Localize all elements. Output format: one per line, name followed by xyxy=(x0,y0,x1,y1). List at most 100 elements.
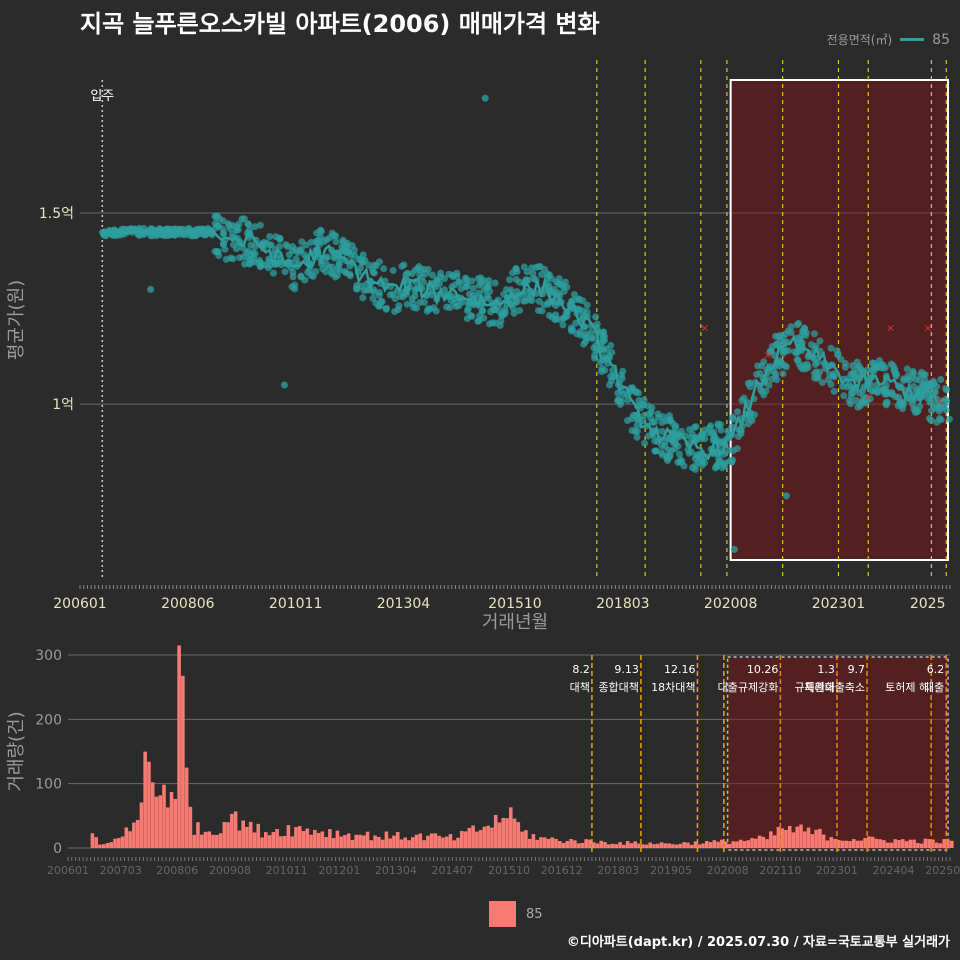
scatter-point xyxy=(352,284,360,292)
volume-bar xyxy=(693,841,698,848)
volume-bar xyxy=(761,836,766,848)
volume-bar xyxy=(750,838,754,848)
volume-bar xyxy=(855,840,860,848)
volume-bar xyxy=(836,839,841,848)
event-date-label: 12.16 xyxy=(664,663,696,676)
scatter-point xyxy=(627,384,635,392)
volume-bar xyxy=(275,829,279,848)
scatter-point xyxy=(692,423,700,431)
scatter-point xyxy=(614,397,622,405)
scatter-point xyxy=(887,360,895,368)
scatter-point xyxy=(433,276,441,284)
volume-bar xyxy=(373,835,377,848)
volume-bar xyxy=(313,829,317,848)
volume-bar xyxy=(128,831,132,848)
volume-bar xyxy=(546,838,551,848)
scatter-point xyxy=(282,241,290,249)
scatter-point xyxy=(623,417,631,425)
volume-bar xyxy=(633,841,637,848)
scatter-point xyxy=(236,254,244,262)
volume-bar xyxy=(901,839,905,848)
scatter-point xyxy=(375,288,383,296)
scatter-point xyxy=(852,397,860,405)
scatter-point xyxy=(523,268,531,276)
scatter-point xyxy=(779,347,787,355)
volume-bar xyxy=(117,838,121,848)
volume-bar xyxy=(181,675,185,848)
scatter-point xyxy=(658,427,666,435)
volume-bar xyxy=(610,843,615,848)
volume-bar xyxy=(829,837,833,848)
scatter-point xyxy=(633,421,641,429)
scatter-point xyxy=(782,492,790,500)
volume-bar xyxy=(279,836,283,848)
scatter-point xyxy=(942,384,950,392)
scatter-point xyxy=(926,398,934,406)
volume-bar xyxy=(916,843,920,848)
scatter-point xyxy=(698,461,706,469)
scatter-point xyxy=(481,94,489,102)
volume-bar xyxy=(852,839,856,848)
x-tick-label: 200703 xyxy=(100,864,142,877)
scatter-point xyxy=(219,225,227,233)
scatter-point xyxy=(307,271,315,279)
volume-bar xyxy=(188,806,193,848)
y-axis-label: 평균가(원) xyxy=(6,280,27,360)
scatter-point xyxy=(818,378,826,386)
scatter-point xyxy=(538,270,546,278)
y-axis-label: 거래량(건) xyxy=(6,711,27,791)
scatter-point xyxy=(330,254,338,262)
scatter-point xyxy=(474,317,482,325)
scatter-point xyxy=(418,273,426,281)
scatter-point xyxy=(918,368,926,376)
scatter-point xyxy=(760,358,768,366)
volume-bar xyxy=(505,818,509,848)
scatter-point xyxy=(903,365,911,373)
volume-bar xyxy=(701,843,705,848)
scatter-point xyxy=(251,223,259,231)
volume-bar xyxy=(509,807,513,848)
volume-bar xyxy=(648,842,653,848)
volume-bar xyxy=(942,839,947,848)
scatter-point xyxy=(738,396,746,404)
scatter-point xyxy=(332,238,340,246)
scatter-point xyxy=(222,255,230,263)
volume-bar xyxy=(757,835,762,848)
scatter-point xyxy=(881,364,889,372)
volume-bar xyxy=(580,842,585,848)
scatter-point xyxy=(667,447,675,455)
volume-bar xyxy=(226,822,230,848)
volume-bar xyxy=(769,831,773,848)
scatter-point xyxy=(416,299,424,307)
volume-bar xyxy=(716,841,720,848)
scatter-point xyxy=(609,373,617,381)
scatter-point xyxy=(563,283,571,291)
volume-bar xyxy=(539,837,543,848)
scatter-point xyxy=(570,291,578,299)
volume-bar xyxy=(791,832,796,848)
scatter-point xyxy=(864,366,872,374)
scatter-point xyxy=(548,313,556,321)
scatter-point xyxy=(536,263,544,271)
volume-bar xyxy=(784,829,788,848)
volume-bar xyxy=(810,834,815,848)
scatter-point xyxy=(512,265,520,273)
event-name-label: 대책 xyxy=(570,681,590,694)
volume-bar xyxy=(787,825,792,848)
scatter-point xyxy=(509,304,517,312)
volume-bar xyxy=(369,840,374,848)
scatter-point xyxy=(936,414,944,422)
scatter-point xyxy=(548,275,556,283)
scatter-point xyxy=(328,270,336,278)
x-tick-label: 201201 xyxy=(318,864,360,877)
volume-bar xyxy=(656,843,660,848)
volume-bar xyxy=(637,843,641,848)
y-tick-label: 1.5억 xyxy=(39,206,74,222)
event-name-label: 대출 xyxy=(924,681,944,694)
volume-bar xyxy=(346,833,351,848)
bar-group xyxy=(90,645,954,848)
volume-bar xyxy=(248,821,253,848)
volume-bar xyxy=(674,844,679,848)
volume-bar xyxy=(934,842,939,848)
